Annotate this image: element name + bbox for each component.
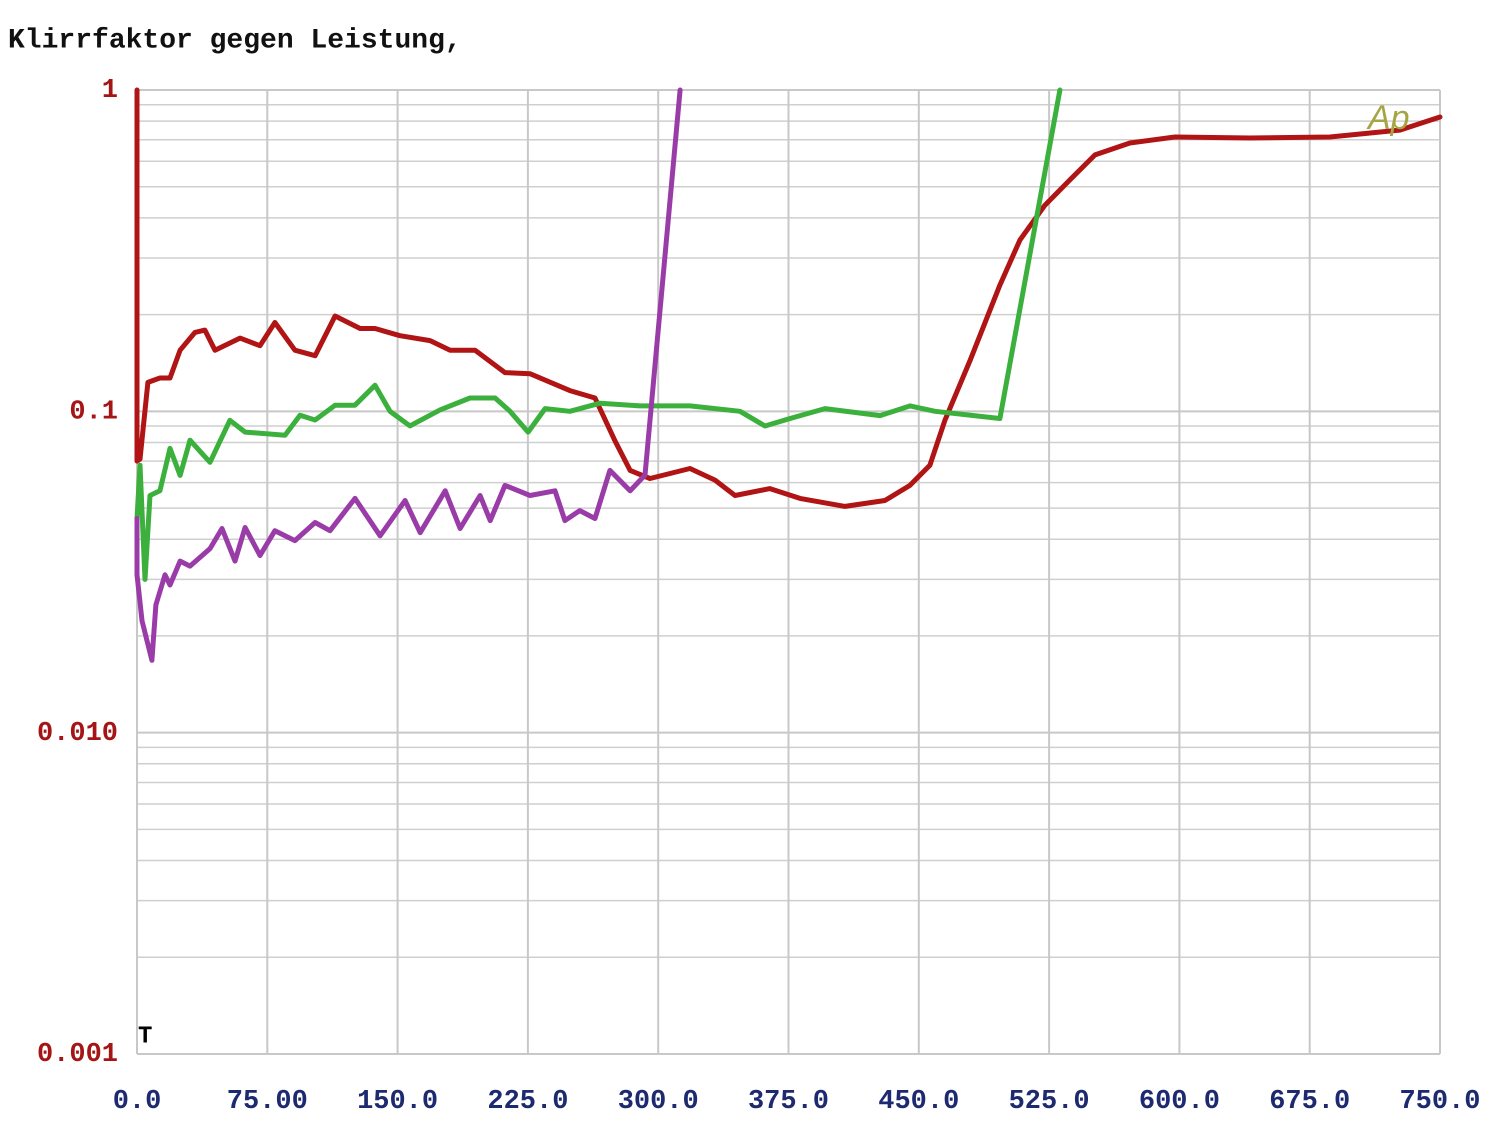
annotation: T xyxy=(138,1023,152,1050)
x-tick-label: 0.0 xyxy=(113,1087,162,1117)
x-tick-label: 225.0 xyxy=(487,1087,568,1117)
x-tick-label: 600.0 xyxy=(1139,1087,1220,1117)
x-tick-label: 150.0 xyxy=(357,1087,438,1117)
grid xyxy=(136,89,1441,1055)
x-tick-label: 300.0 xyxy=(618,1087,699,1117)
data-line xyxy=(134,87,1063,582)
data-line xyxy=(134,87,683,663)
chart-title: Klirrfaktor gegen Leistung, xyxy=(8,25,462,56)
x-tick-label: 750.0 xyxy=(1399,1087,1480,1117)
x-tick-label: 525.0 xyxy=(1009,1087,1090,1117)
x-tick-label: 375.0 xyxy=(748,1087,829,1117)
axis-labels: 1 0.1 0.010 0.001 0.0 75.00 150.0 225.0 300.0 375… xyxy=(37,76,1481,1117)
y-tick-label: 0.010 xyxy=(37,719,118,749)
y-tick-label: 0.1 xyxy=(69,397,118,427)
x-tick-label: 675.0 xyxy=(1269,1087,1350,1117)
x-tick-label: 450.0 xyxy=(878,1087,959,1117)
x-tick-label: 75.00 xyxy=(227,1087,308,1117)
y-tick-label: 0.001 xyxy=(37,1040,118,1070)
y-tick-label: 1 xyxy=(102,76,118,106)
logo: Ap xyxy=(1366,99,1410,137)
plot xyxy=(134,87,1443,663)
